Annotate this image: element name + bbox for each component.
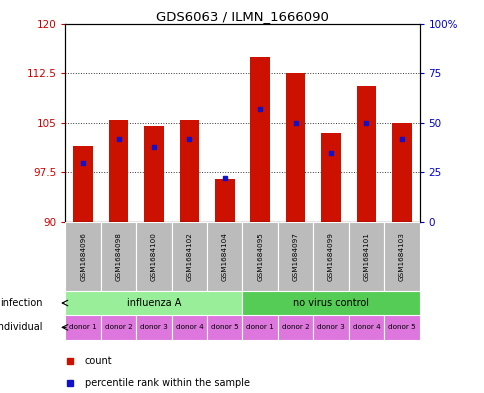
Bar	[108, 119, 128, 222]
Bar	[179, 119, 199, 222]
Bar	[242, 315, 277, 340]
Bar	[313, 222, 348, 291]
Bar	[285, 73, 305, 222]
Bar	[101, 315, 136, 340]
Bar	[136, 315, 171, 340]
Bar	[207, 315, 242, 340]
Bar	[242, 222, 277, 291]
Bar	[73, 146, 93, 222]
Bar	[144, 126, 164, 222]
Text: GSM1684099: GSM1684099	[327, 232, 333, 281]
Bar	[348, 315, 383, 340]
Text: GSM1684102: GSM1684102	[186, 232, 192, 281]
Text: GSM1684103: GSM1684103	[398, 232, 404, 281]
Bar	[65, 291, 242, 315]
Bar	[207, 222, 242, 291]
Bar	[313, 315, 348, 340]
Text: donor 4: donor 4	[175, 324, 203, 331]
Text: influenza A: influenza A	[126, 298, 181, 308]
Text: donor 1: donor 1	[69, 324, 97, 331]
Bar	[320, 133, 340, 222]
Text: donor 1: donor 1	[246, 324, 273, 331]
Text: GSM1684101: GSM1684101	[363, 232, 369, 281]
Bar	[242, 291, 419, 315]
Text: donor 5: donor 5	[387, 324, 415, 331]
Text: GSM1684100: GSM1684100	[151, 232, 157, 281]
Text: GSM1684096: GSM1684096	[80, 232, 86, 281]
Text: infection: infection	[0, 298, 43, 308]
Bar	[101, 222, 136, 291]
Text: GSM1684104: GSM1684104	[221, 232, 227, 281]
Text: GSM1684097: GSM1684097	[292, 232, 298, 281]
Bar	[65, 222, 101, 291]
Text: no virus control: no virus control	[292, 298, 368, 308]
Bar	[356, 86, 376, 222]
Bar	[348, 222, 383, 291]
Text: donor 2: donor 2	[281, 324, 309, 331]
Bar	[214, 179, 234, 222]
Bar	[383, 222, 419, 291]
Text: donor 4: donor 4	[352, 324, 379, 331]
Bar	[65, 315, 101, 340]
Text: donor 3: donor 3	[140, 324, 167, 331]
Bar	[277, 315, 313, 340]
Bar	[277, 222, 313, 291]
Bar	[171, 222, 207, 291]
Text: GDS6063 / ILMN_1666090: GDS6063 / ILMN_1666090	[156, 10, 328, 23]
Text: count: count	[85, 356, 112, 366]
Text: individual: individual	[0, 322, 43, 332]
Text: donor 2: donor 2	[105, 324, 132, 331]
Bar	[171, 315, 207, 340]
Bar	[250, 57, 270, 222]
Text: GSM1684098: GSM1684098	[115, 232, 121, 281]
Text: percentile rank within the sample: percentile rank within the sample	[85, 378, 249, 388]
Text: donor 3: donor 3	[317, 324, 344, 331]
Text: donor 5: donor 5	[211, 324, 238, 331]
Text: GSM1684095: GSM1684095	[257, 232, 263, 281]
Bar	[391, 123, 411, 222]
Bar	[136, 222, 171, 291]
Bar	[383, 315, 419, 340]
